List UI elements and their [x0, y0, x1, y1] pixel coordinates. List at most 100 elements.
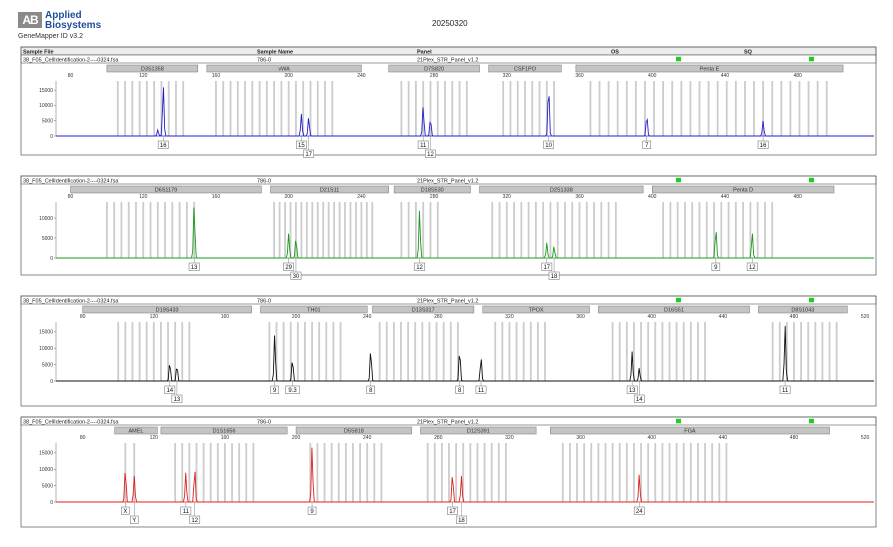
marker-bar	[372, 305, 475, 314]
allele-call-box	[366, 385, 376, 394]
allele-bin	[640, 322, 642, 381]
allele-bin	[604, 443, 607, 502]
x-tick-label: 360	[576, 435, 585, 441]
allele-bin	[127, 202, 130, 258]
sample-name: 786-0	[257, 57, 271, 63]
allele-bin	[400, 322, 402, 381]
allele-bin	[175, 81, 177, 136]
allele-bin	[174, 322, 177, 381]
allele-bin	[625, 81, 628, 136]
allele-call-box	[157, 140, 169, 149]
allele-bin	[415, 81, 417, 136]
x-tick-label: 440	[719, 314, 728, 320]
allele-bin	[704, 443, 706, 502]
allele-bin	[174, 443, 177, 502]
allele-bin	[680, 81, 683, 136]
allele-bin	[188, 322, 191, 381]
allele-bin	[153, 81, 156, 136]
allele-call-box	[633, 394, 645, 403]
allele-bin	[422, 202, 425, 258]
allele-bin	[653, 81, 655, 136]
allele-bin	[302, 81, 305, 136]
allele-bin	[491, 202, 494, 258]
allele-bin	[222, 81, 225, 136]
marker-label: D1S1656	[213, 429, 236, 435]
allele-bin	[611, 322, 614, 381]
marker-label: AMEL	[129, 429, 144, 435]
allele-bin	[607, 202, 610, 258]
panel-frame	[20, 46, 877, 156]
x-tick-label: 440	[721, 194, 730, 200]
allele-bin	[689, 81, 692, 136]
x-tick-label: 200	[292, 314, 301, 320]
allele-bin	[725, 81, 728, 136]
allele-bin	[142, 202, 145, 258]
sample-name: 786-0	[257, 178, 271, 184]
allele-bin	[705, 202, 708, 258]
allele-bin	[428, 322, 431, 381]
y-tick-label: 5000	[42, 119, 53, 125]
allele-bin	[295, 202, 297, 258]
allele-call-label: 17	[305, 152, 312, 158]
sample-file: 38_F05_CellIdentification-2----0324.fsa	[23, 57, 119, 63]
allele-bin	[167, 322, 169, 381]
allele-bin	[138, 322, 141, 381]
allele-bin	[734, 202, 737, 258]
marker-bar	[106, 64, 199, 73]
allele-bin	[689, 322, 692, 381]
allele-bin	[614, 202, 617, 258]
allele-call-label: 13	[174, 397, 181, 403]
allele-bin	[744, 81, 746, 136]
allele-call-box	[417, 140, 429, 149]
allele-bin	[522, 322, 525, 381]
allele-bin	[561, 443, 564, 502]
report-header: AB Applied Biosystems GeneMapper ID v3.2…	[0, 0, 893, 46]
allele-bin	[224, 443, 226, 502]
allele-call-box	[171, 394, 183, 403]
allele-bin	[429, 202, 432, 258]
x-tick-label: 80	[80, 314, 86, 320]
allele-bin	[742, 202, 745, 258]
x-tick-label: 80	[68, 194, 74, 200]
y-tick-label: 15000	[39, 451, 53, 457]
y-tick-label: 15000	[39, 88, 53, 94]
marker-bar	[82, 305, 252, 314]
allele-bin	[607, 81, 610, 136]
allele-bin	[245, 443, 248, 502]
allele-bin	[501, 322, 504, 381]
allele-bin	[458, 81, 461, 136]
marker-label: D13S317	[412, 308, 435, 314]
allele-bin	[352, 443, 354, 502]
allele-bin	[483, 443, 486, 502]
allele-bin	[316, 443, 319, 502]
marker-label: D8S1043	[791, 308, 814, 314]
allele-bin	[360, 202, 363, 258]
allele-bin	[455, 443, 458, 502]
allele-call-box	[270, 385, 279, 394]
allele-bin	[753, 81, 755, 136]
allele-bin	[273, 81, 276, 136]
allele-call-label: 29	[285, 265, 292, 271]
allele-bin	[278, 202, 281, 258]
allele-call-label: 12	[191, 518, 198, 524]
allele-bin	[318, 322, 321, 381]
allele-bin	[662, 81, 665, 136]
allele-call-label: 16	[760, 143, 767, 149]
x-tick-label: 240	[363, 435, 372, 441]
allele-bin	[564, 202, 566, 258]
marker-label: D6S1179	[155, 188, 178, 194]
allele-call-box	[475, 385, 487, 394]
report-date: 20250320	[432, 19, 468, 28]
allele-bin	[407, 81, 410, 136]
marker-label: vWA	[278, 67, 290, 73]
allele-bin	[597, 443, 600, 502]
allele-call-label: 14	[636, 397, 643, 403]
y-tick-label: 10000	[39, 103, 53, 109]
allele-bin	[556, 202, 559, 258]
allele-bin	[625, 443, 628, 502]
allele-bin	[400, 202, 403, 258]
allele-call-label: 13	[191, 265, 198, 271]
allele-bin	[676, 202, 679, 258]
allele-bin	[569, 443, 571, 502]
allele-bin	[325, 322, 328, 381]
